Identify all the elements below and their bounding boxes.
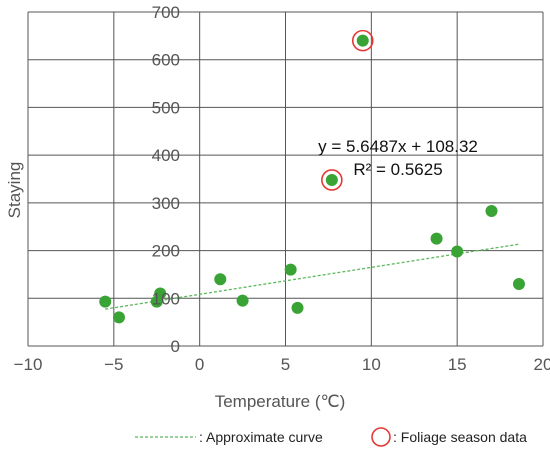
x-axis-title: Temperature (℃)	[215, 392, 346, 411]
x-tick-label: 5	[281, 355, 290, 374]
y-tick-label: 500	[152, 98, 180, 117]
data-point	[154, 287, 167, 300]
legend-approximate-curve-label: : Approximate curve	[199, 429, 323, 445]
y-tick-label: 100	[152, 289, 180, 308]
trend-equation-label: y = 5.6487x + 108.32	[318, 137, 478, 156]
data-point	[356, 34, 369, 47]
foliage-season-highlight	[351, 29, 374, 52]
x-tick-label: 15	[448, 355, 467, 374]
data-point	[325, 173, 338, 186]
y-axis-title: Staying	[5, 162, 24, 219]
x-tick-label: 10	[362, 355, 381, 374]
r-squared-label: R² = 0.5625	[353, 160, 442, 179]
x-tick-label: 0	[195, 355, 204, 374]
legend: : Approximate curve : Foliage season dat…	[135, 427, 527, 447]
x-tick-label: 20	[534, 355, 550, 374]
x-tick-label: −5	[104, 355, 123, 374]
x-tick-labels: −10 −5 0 5 10 15 20	[14, 355, 550, 374]
data-point	[236, 294, 249, 307]
data-point	[214, 273, 227, 286]
grid-lines	[27, 11, 544, 347]
foliage-season-highlight	[321, 169, 343, 191]
y-tick-label: 700	[152, 3, 180, 22]
data-point	[112, 311, 125, 324]
x-tick-label: −10	[14, 355, 43, 374]
data-point	[451, 245, 464, 258]
data-point	[99, 295, 112, 308]
data-point	[512, 277, 525, 290]
data-points	[99, 34, 525, 324]
y-tick-label: 0	[171, 337, 180, 356]
legend-red-circle-marker	[371, 427, 391, 447]
data-point	[291, 301, 304, 314]
data-point	[284, 263, 297, 276]
highlight-circles	[321, 29, 374, 191]
legend-foliage-season-label: : Foliage season data	[393, 429, 527, 445]
y-tick-label: 300	[152, 194, 180, 213]
data-point	[430, 232, 443, 245]
y-tick-labels: 0 100 200 300 400 500 600 700	[152, 3, 180, 356]
y-tick-label: 200	[152, 242, 180, 261]
y-tick-label: 600	[152, 51, 180, 70]
data-point	[485, 204, 498, 217]
y-tick-label: 400	[152, 146, 180, 165]
